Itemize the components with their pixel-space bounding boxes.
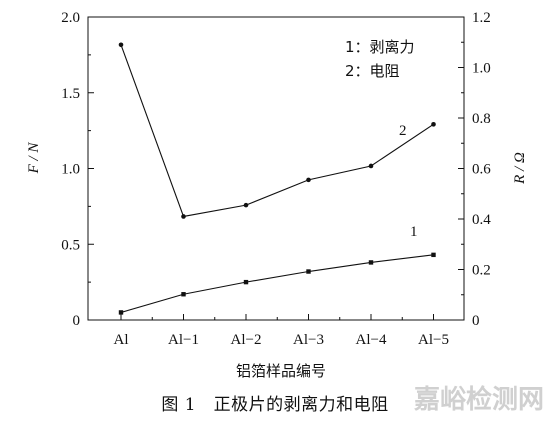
series-1-point bbox=[368, 260, 374, 265]
x-tick-label: Al−1 bbox=[168, 332, 199, 348]
right-y-axis-label: R / Ω bbox=[512, 152, 528, 185]
series-2-point bbox=[306, 177, 311, 183]
x-tick-label: Al bbox=[114, 332, 129, 348]
line-chart: 0 0.5 1.0 1.5 2.0 0 0.2 0.4 0.6 0.8 1.0 1.2 Al Al−1… bbox=[26, 10, 528, 380]
right-tick-label: 0.2 bbox=[472, 263, 491, 279]
series-2-point bbox=[431, 122, 436, 127]
series-1-line bbox=[120, 254, 434, 313]
watermark-text: 嘉峪检测网 bbox=[413, 385, 544, 415]
series-2-point bbox=[368, 163, 374, 169]
series-1-point bbox=[181, 292, 186, 297]
figure-caption: 图 1 正极片的剥离力和电阻 bbox=[161, 395, 389, 415]
series-1-point bbox=[306, 269, 311, 274]
right-tick-label: 1.2 bbox=[472, 10, 491, 26]
left-tick-label: 2.0 bbox=[61, 10, 80, 26]
left-tick-label: 0.5 bbox=[61, 237, 80, 253]
series-1-point bbox=[118, 310, 124, 315]
legend-entry-1: 1：剥离力 bbox=[345, 38, 415, 56]
x-tick-label: Al−2 bbox=[231, 332, 262, 348]
right-tick-label: 0.6 bbox=[472, 162, 491, 178]
left-tick-label: 0 bbox=[73, 313, 81, 329]
series-2-point bbox=[181, 214, 186, 219]
x-axis: Al Al−1 Al−2 Al−3 Al−4 Al−5 bbox=[114, 314, 449, 348]
series-2-point bbox=[118, 42, 124, 48]
left-tick-label: 1.0 bbox=[61, 162, 80, 178]
x-tick-label: Al−5 bbox=[418, 332, 449, 348]
plot-border bbox=[87, 16, 465, 321]
series-layer bbox=[118, 42, 436, 315]
right-tick-label: 0.8 bbox=[472, 111, 491, 127]
series-2-line bbox=[120, 44, 434, 218]
legend-entry-2: 2：电阻 bbox=[345, 62, 400, 80]
series-2-point bbox=[243, 202, 249, 208]
series-1-label: 1 bbox=[410, 224, 418, 240]
plot-frame bbox=[87, 16, 465, 321]
left-y-axis: 0 0.5 1.0 1.5 2.0 bbox=[61, 10, 94, 329]
watermark: 嘉峪检测网 bbox=[414, 379, 544, 416]
right-tick-label: 1.0 bbox=[472, 61, 491, 77]
x-axis-label: 铝箔样品编号 bbox=[236, 362, 326, 380]
left-y-axis-label: F / N bbox=[26, 142, 42, 175]
x-tick-label: Al−4 bbox=[356, 332, 387, 348]
x-tick-label: Al−3 bbox=[293, 332, 324, 348]
left-tick-label: 1.5 bbox=[61, 86, 80, 102]
series-1-point bbox=[431, 252, 436, 258]
right-y-axis: 0 0.2 0.4 0.6 0.8 1.0 1.2 bbox=[458, 10, 491, 329]
series-2-label: 2 bbox=[399, 123, 407, 139]
right-tick-label: 0.4 bbox=[472, 212, 491, 228]
series-1-point bbox=[243, 279, 249, 285]
right-tick-label: 0 bbox=[472, 313, 480, 329]
